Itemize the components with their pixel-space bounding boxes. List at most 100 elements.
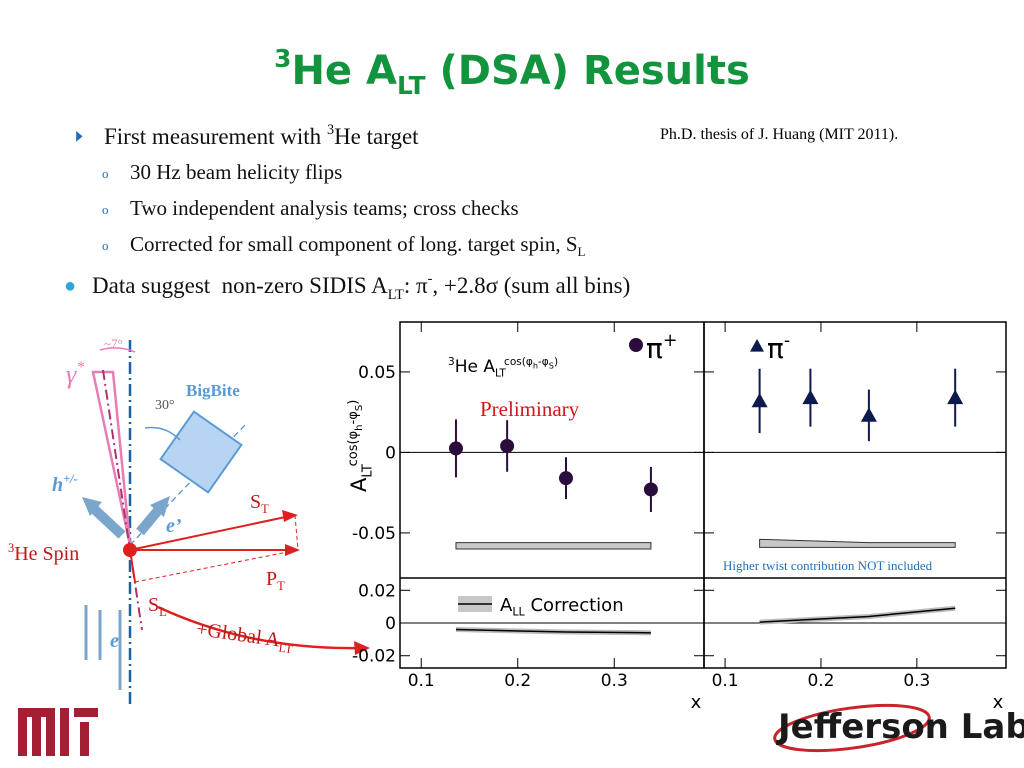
text-run: cos(φ bbox=[346, 431, 361, 467]
bigbite-box bbox=[159, 410, 243, 494]
text-run: Two independent analysis teams; cross ch… bbox=[130, 196, 519, 220]
x-tick-label: 0.2 bbox=[504, 671, 531, 691]
text-run: - bbox=[784, 331, 790, 351]
diagram-label: ~7° bbox=[104, 336, 123, 351]
annotation: Higher twist contribution NOT included bbox=[723, 558, 933, 573]
logo-bar bbox=[46, 708, 55, 756]
data-point bbox=[643, 482, 658, 497]
text-run: h bbox=[52, 474, 64, 496]
bullet-text: Data suggest non-zero SIDIS ALT: π-, +2.… bbox=[92, 271, 631, 302]
text-run: 3 bbox=[448, 356, 455, 368]
text-run: π bbox=[646, 332, 663, 365]
chart-text: π+ bbox=[646, 331, 677, 365]
text-run: He A bbox=[291, 48, 397, 94]
bullet-text: First measurement with 3He target bbox=[104, 122, 419, 150]
mit-logo bbox=[18, 708, 98, 756]
spin-dot bbox=[123, 543, 137, 557]
diagram-label: e bbox=[110, 630, 119, 652]
chart-text: π- bbox=[767, 331, 790, 365]
y-tick-label: 0.02 bbox=[358, 581, 396, 601]
systematic-band bbox=[759, 538, 956, 548]
text-run: S bbox=[148, 594, 160, 616]
arrow-head bbox=[150, 496, 170, 517]
text-run: ) bbox=[554, 356, 558, 368]
text-run: Corrected for small component of long. t… bbox=[130, 232, 578, 256]
plot-frame bbox=[703, 321, 1007, 669]
text-run: LT bbox=[360, 464, 375, 477]
text-run: : π bbox=[403, 273, 428, 298]
logo-bar bbox=[60, 708, 69, 756]
global-arrow bbox=[157, 605, 361, 650]
text-run: LT bbox=[387, 286, 404, 303]
logo-bar bbox=[74, 708, 98, 717]
diagram-label: γ* bbox=[66, 359, 84, 390]
y-tick-label: 0.05 bbox=[358, 363, 396, 383]
data-point bbox=[751, 392, 768, 408]
bullet-text: Two independent analysis teams; cross ch… bbox=[130, 196, 519, 221]
spectrometer-axis bbox=[129, 424, 246, 546]
logo-bar bbox=[18, 708, 55, 717]
jlab-swoosh bbox=[773, 703, 931, 753]
jlab-logo: Jefferson Lab bbox=[776, 707, 1024, 747]
diagram-label: PT bbox=[266, 568, 285, 593]
bullet-marker: ● bbox=[64, 275, 77, 297]
text-run: 3 bbox=[8, 540, 15, 555]
text-run: - bbox=[427, 271, 433, 288]
logo-bar bbox=[80, 722, 89, 756]
text-run: γ bbox=[66, 360, 77, 389]
hadron-arrow bbox=[89, 504, 126, 539]
chart-text: ALTcos(φh-φS) bbox=[346, 400, 375, 492]
bullet-text: 30 Hz beam helicity flips bbox=[130, 160, 342, 185]
angle-arc bbox=[99, 347, 136, 353]
angle-arc bbox=[144, 426, 181, 441]
photon-axis bbox=[102, 369, 143, 631]
x-axis-label: x bbox=[993, 692, 1004, 713]
arrow-head bbox=[82, 497, 102, 516]
text-run: A bbox=[500, 595, 513, 616]
data-point bbox=[448, 441, 463, 456]
x-tick-label: 0.1 bbox=[408, 671, 435, 691]
chart-text: ALL Correction bbox=[500, 595, 624, 619]
dashed bbox=[294, 514, 299, 551]
y-tick-label: 0 bbox=[385, 443, 396, 463]
diagram-label: h+/- bbox=[52, 471, 78, 497]
y-tick-label: 0 bbox=[385, 614, 396, 634]
text-run: 3 bbox=[274, 44, 292, 74]
text-run: π bbox=[767, 332, 784, 365]
x-tick-label: 0.2 bbox=[807, 671, 834, 691]
plot-frame bbox=[399, 321, 705, 669]
text-run: LT bbox=[396, 71, 426, 100]
text-run: -φ bbox=[538, 356, 549, 368]
text-run: T bbox=[277, 579, 285, 593]
logo-bar bbox=[18, 708, 27, 756]
text-run: (DSA) Results bbox=[425, 48, 750, 94]
text-run: S bbox=[250, 491, 262, 513]
text-run: + bbox=[663, 331, 678, 351]
electron-arrow bbox=[136, 504, 164, 536]
bullet-marker: ▶ bbox=[76, 129, 83, 144]
text-run: Correction bbox=[525, 595, 624, 616]
diagram-label: e’ bbox=[166, 515, 182, 537]
annotation: Preliminary bbox=[480, 397, 580, 421]
text-run: L bbox=[577, 244, 586, 260]
text-run: -φ bbox=[346, 411, 361, 424]
text-run: S bbox=[549, 361, 554, 371]
bullet-text: Corrected for small component of long. t… bbox=[130, 232, 586, 260]
x-axis-label: x bbox=[691, 692, 702, 713]
data-point bbox=[860, 407, 877, 422]
correction-line bbox=[759, 607, 956, 623]
text-run: , +2.8σ (sum all bins) bbox=[432, 273, 631, 298]
slide-title: 3He ALT (DSA) Results bbox=[0, 44, 1024, 100]
text-run: +/- bbox=[63, 471, 78, 486]
st-arrow bbox=[129, 514, 296, 551]
text-run: h bbox=[533, 361, 538, 371]
logo-bar bbox=[32, 708, 41, 756]
correction-line bbox=[455, 628, 651, 634]
data-point bbox=[558, 471, 573, 486]
x-tick-label: 0.3 bbox=[903, 671, 930, 691]
bullet-marker: o bbox=[102, 202, 109, 217]
chart-text: 3He ALTcos(φh-φS) bbox=[448, 356, 558, 379]
diagram-label: BigBite bbox=[186, 381, 240, 400]
citation: Ph.D. thesis of J. Huang (MIT 2011). bbox=[660, 126, 899, 143]
